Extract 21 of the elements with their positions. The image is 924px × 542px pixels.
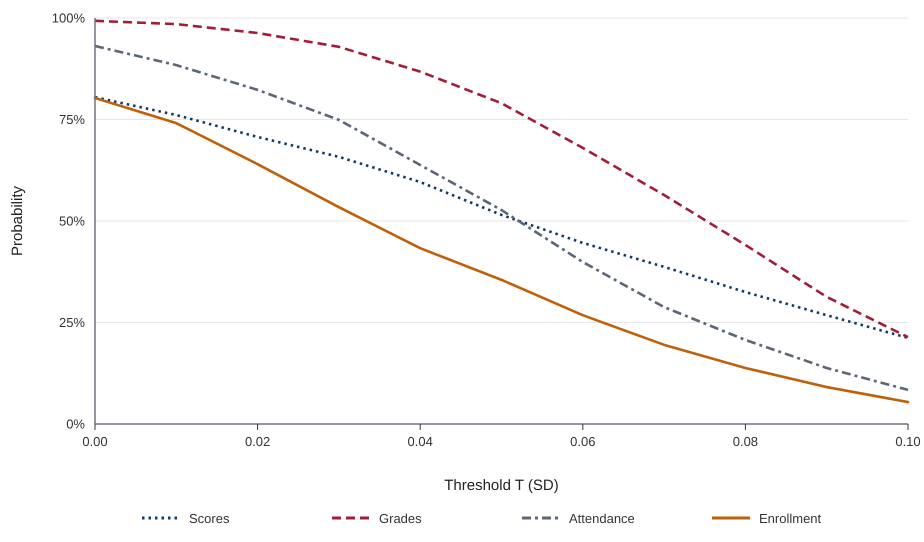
line-series xyxy=(94,44,910,392)
x-tick-label: 0.06 xyxy=(570,434,596,449)
y-tick-label: 25% xyxy=(58,315,86,330)
line-series xyxy=(94,20,910,338)
legend-label: Scores xyxy=(189,511,230,526)
line-series xyxy=(94,96,910,340)
x-axis-title: Threshold T (SD) xyxy=(444,477,559,494)
legend-label: Enrollment xyxy=(759,511,822,526)
y-tick-label: 0% xyxy=(66,416,86,432)
x-tick-label: 0.04 xyxy=(408,434,433,449)
legend-label: Grades xyxy=(379,511,422,526)
y-tick-label: 50% xyxy=(58,214,86,228)
x-tick-label: 0.02 xyxy=(244,434,270,449)
y-tick-label: 75% xyxy=(58,112,86,127)
x-tick-label: 0.00 xyxy=(82,434,108,449)
x-tick-label: 0.10 xyxy=(895,434,921,449)
line-series xyxy=(94,96,910,404)
x-tick-label: 0.08 xyxy=(732,434,758,449)
y-axis-title: Probability xyxy=(9,185,26,256)
y-tick-label: 100% xyxy=(52,10,86,26)
legend-label: Attendance xyxy=(569,511,635,526)
